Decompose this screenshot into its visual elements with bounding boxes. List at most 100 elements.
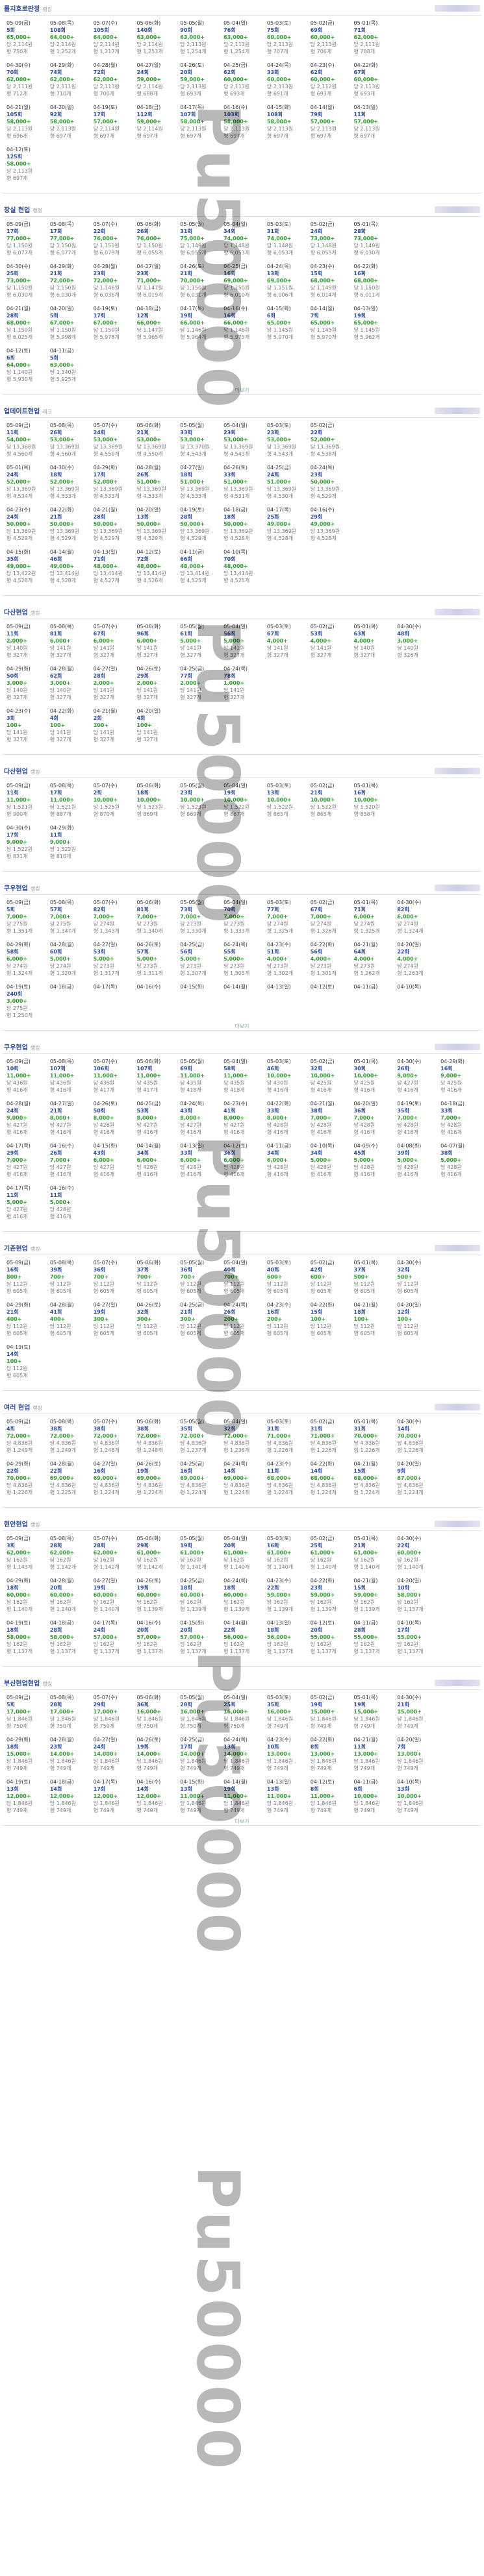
section-title[interactable]: 기존현업 — [4, 1245, 28, 1253]
unit-price-label: 당 13,414원 — [49, 570, 80, 576]
more-link[interactable] — [3, 747, 481, 755]
more-link[interactable]: 더보기 — [3, 1023, 481, 1031]
section-title[interactable]: 장실 현업 — [4, 207, 31, 214]
more-link[interactable] — [3, 588, 481, 596]
section-title[interactable]: 업데이트현업 — [4, 408, 40, 415]
total-label: 형 1,343개 — [93, 928, 120, 934]
date-label: 04-09(수) — [353, 1143, 378, 1149]
total-label: 형 5,925개 — [49, 376, 76, 382]
unit-price-label: 당 1,846원 — [353, 1800, 380, 1806]
total-label: 형 749개 — [353, 1808, 376, 1813]
unit-price-label: 당 4,836원 — [136, 1482, 163, 1488]
total-label: 형 416개 — [180, 1171, 201, 1177]
count-label: 26회 — [223, 1309, 236, 1315]
daily-stat-cell: 04-14(월) 7회 65,000+ 당 1,145원 형 5,970개 — [308, 305, 350, 341]
total-label: 형 1,140개 — [397, 1564, 424, 1570]
daily-stat-cell: 05-02(금) 32회 10,000+ 당 425원 형 416개 — [308, 1058, 350, 1094]
price-label: 8,000+ — [266, 1115, 288, 1121]
daily-stat-cell: 05-01(목) 21회 61,000+ 당 162원 형 1,140개 — [351, 1535, 394, 1571]
count-label: 4회 — [136, 715, 146, 721]
unit-price-label — [354, 528, 394, 535]
daily-stat-cell — [394, 263, 437, 299]
price-label — [397, 521, 437, 528]
daily-stat-cell: 04-24(목) 18회 60,000+ 당 162원 형 1,139개 — [221, 1577, 263, 1613]
section-title[interactable]: 쿠우현업 — [4, 1044, 28, 1051]
unit-price-label — [440, 485, 480, 493]
price-label: 13,000+ — [397, 1751, 422, 1757]
total-label: 형 416개 — [93, 1171, 115, 1177]
date-label: 04-22(화) — [353, 62, 378, 68]
unit-price-label: 당 4,836원 — [266, 1482, 294, 1488]
daily-stat-cell: 04-13(일) 33회 6,000+ 당 428원 형 416개 — [177, 1142, 220, 1178]
price-label: 9,000+ — [440, 1073, 462, 1079]
unit-price-label: 당 1,846원 — [136, 1758, 163, 1764]
more-link[interactable] — [3, 1659, 481, 1667]
total-label: 형 710개 — [49, 91, 71, 97]
price-label: 51,000+ — [223, 479, 248, 485]
price-label — [440, 1475, 480, 1482]
total-label — [440, 132, 480, 140]
count-label: 72회 — [93, 69, 106, 75]
total-label: 형 416개 — [49, 1214, 71, 1220]
more-link[interactable] — [3, 1383, 481, 1391]
daily-stat-cell: 04-30(수) 14회 70,000+ 당 4,836원 형 1,226개 — [394, 1418, 437, 1454]
more-link[interactable] — [3, 186, 481, 193]
date-label: 05-02(금) — [310, 423, 335, 428]
section-title[interactable]: 현안현업 — [4, 1521, 28, 1528]
price-label: 14,000+ — [93, 1751, 118, 1757]
total-label: 형 605개 — [49, 1331, 71, 1336]
total-label: 형 605개 — [353, 1331, 376, 1336]
section-title[interactable]: 쿠우현업 — [4, 885, 28, 892]
date-label: 04-16(수) — [49, 1143, 74, 1149]
count-label: 13회 — [266, 1786, 279, 1792]
price-label — [440, 637, 480, 644]
unit-price-label: 당 428원 — [440, 1122, 462, 1128]
daily-stat-cell: 05-07(수) 22회 76,000+ 당 1,151원 형 6,079개 — [91, 221, 133, 256]
total-label: 형 749개 — [353, 1723, 376, 1729]
total-label: 형 858개 — [353, 811, 376, 817]
daily-stat-cell: 04-15(화) — [177, 983, 220, 1019]
daily-stat-cell: 04-24(목) 33회 60,000+ 당 2,113원 형 691개 — [264, 62, 307, 97]
date-label: 04-11(금) — [353, 1620, 378, 1626]
unit-price-label: 당 13,414원 — [180, 570, 210, 576]
section-title[interactable]: 롤지호로판정 — [4, 6, 40, 13]
more-link[interactable] — [3, 864, 481, 872]
date-label: 05-07(수) — [93, 1695, 118, 1700]
unit-price-label: 당 273원 — [136, 963, 158, 969]
daily-stat-cell: 05-05(월) 31회 75,000+ 당 1,149원 형 6,055개 — [177, 221, 220, 256]
unit-price-label: 당 2,111원 — [353, 42, 380, 47]
more-link[interactable]: 더보기 — [3, 1818, 481, 1826]
daily-stat-cell: 04-21(월) 11회 13,000+ 당 1,846원 형 749개 — [351, 1736, 394, 1772]
price-label: 51,000+ — [180, 479, 205, 485]
unit-price-label: 당 4,836원 — [223, 1482, 250, 1488]
unit-price-label: 당 1,140원 — [6, 369, 33, 375]
total-label: 형 749개 — [49, 1765, 71, 1771]
daily-stat-cell: 04-12(토) 6회 64,000+ 당 1,140원 형 5,930개 — [4, 347, 46, 383]
count-label: 33회 — [180, 430, 192, 435]
count-label: 71회 — [353, 27, 366, 33]
daily-stat-cell: 04-30(수) 18회 52,000+ 당 13,369원 형 4,533개 — [47, 464, 90, 500]
daily-stat-cell: 04-19(토) 17회 67,000+ 당 1,150원 형 5,978개 — [91, 305, 133, 341]
count-label — [397, 789, 437, 796]
section-title[interactable]: 다산현업 — [4, 609, 28, 617]
total-label: 형 6,036개 — [93, 292, 120, 298]
unit-price-label: 당 162원 — [49, 1641, 71, 1647]
price-label: 3,000+ — [6, 680, 28, 686]
daily-stat-cell: 04-26(토) 19회 69,000+ 당 4,836원 형 1,224개 — [134, 1460, 176, 1496]
section-title[interactable]: 부산현업현업 — [4, 1680, 40, 1687]
count-label — [440, 513, 480, 521]
price-label: 2,000+ — [93, 680, 114, 686]
total-label — [397, 450, 437, 458]
more-link[interactable] — [3, 1500, 481, 1508]
more-link[interactable]: 더보기 — [3, 387, 481, 395]
section-title[interactable]: 다산현업 — [4, 768, 28, 776]
price-label: 300+ — [93, 1316, 109, 1322]
price-label: 200+ — [266, 1316, 283, 1322]
date-label: 04-15(화) — [180, 1620, 205, 1626]
unit-price-label: 당 13,369원 — [93, 444, 123, 450]
more-link[interactable] — [3, 1224, 481, 1232]
section-title[interactable]: 여러 현업 — [4, 1405, 31, 1412]
total-label: 형 697개 — [136, 133, 158, 139]
price-label: 60,000+ — [310, 77, 335, 82]
daily-stat-cell — [438, 506, 480, 542]
